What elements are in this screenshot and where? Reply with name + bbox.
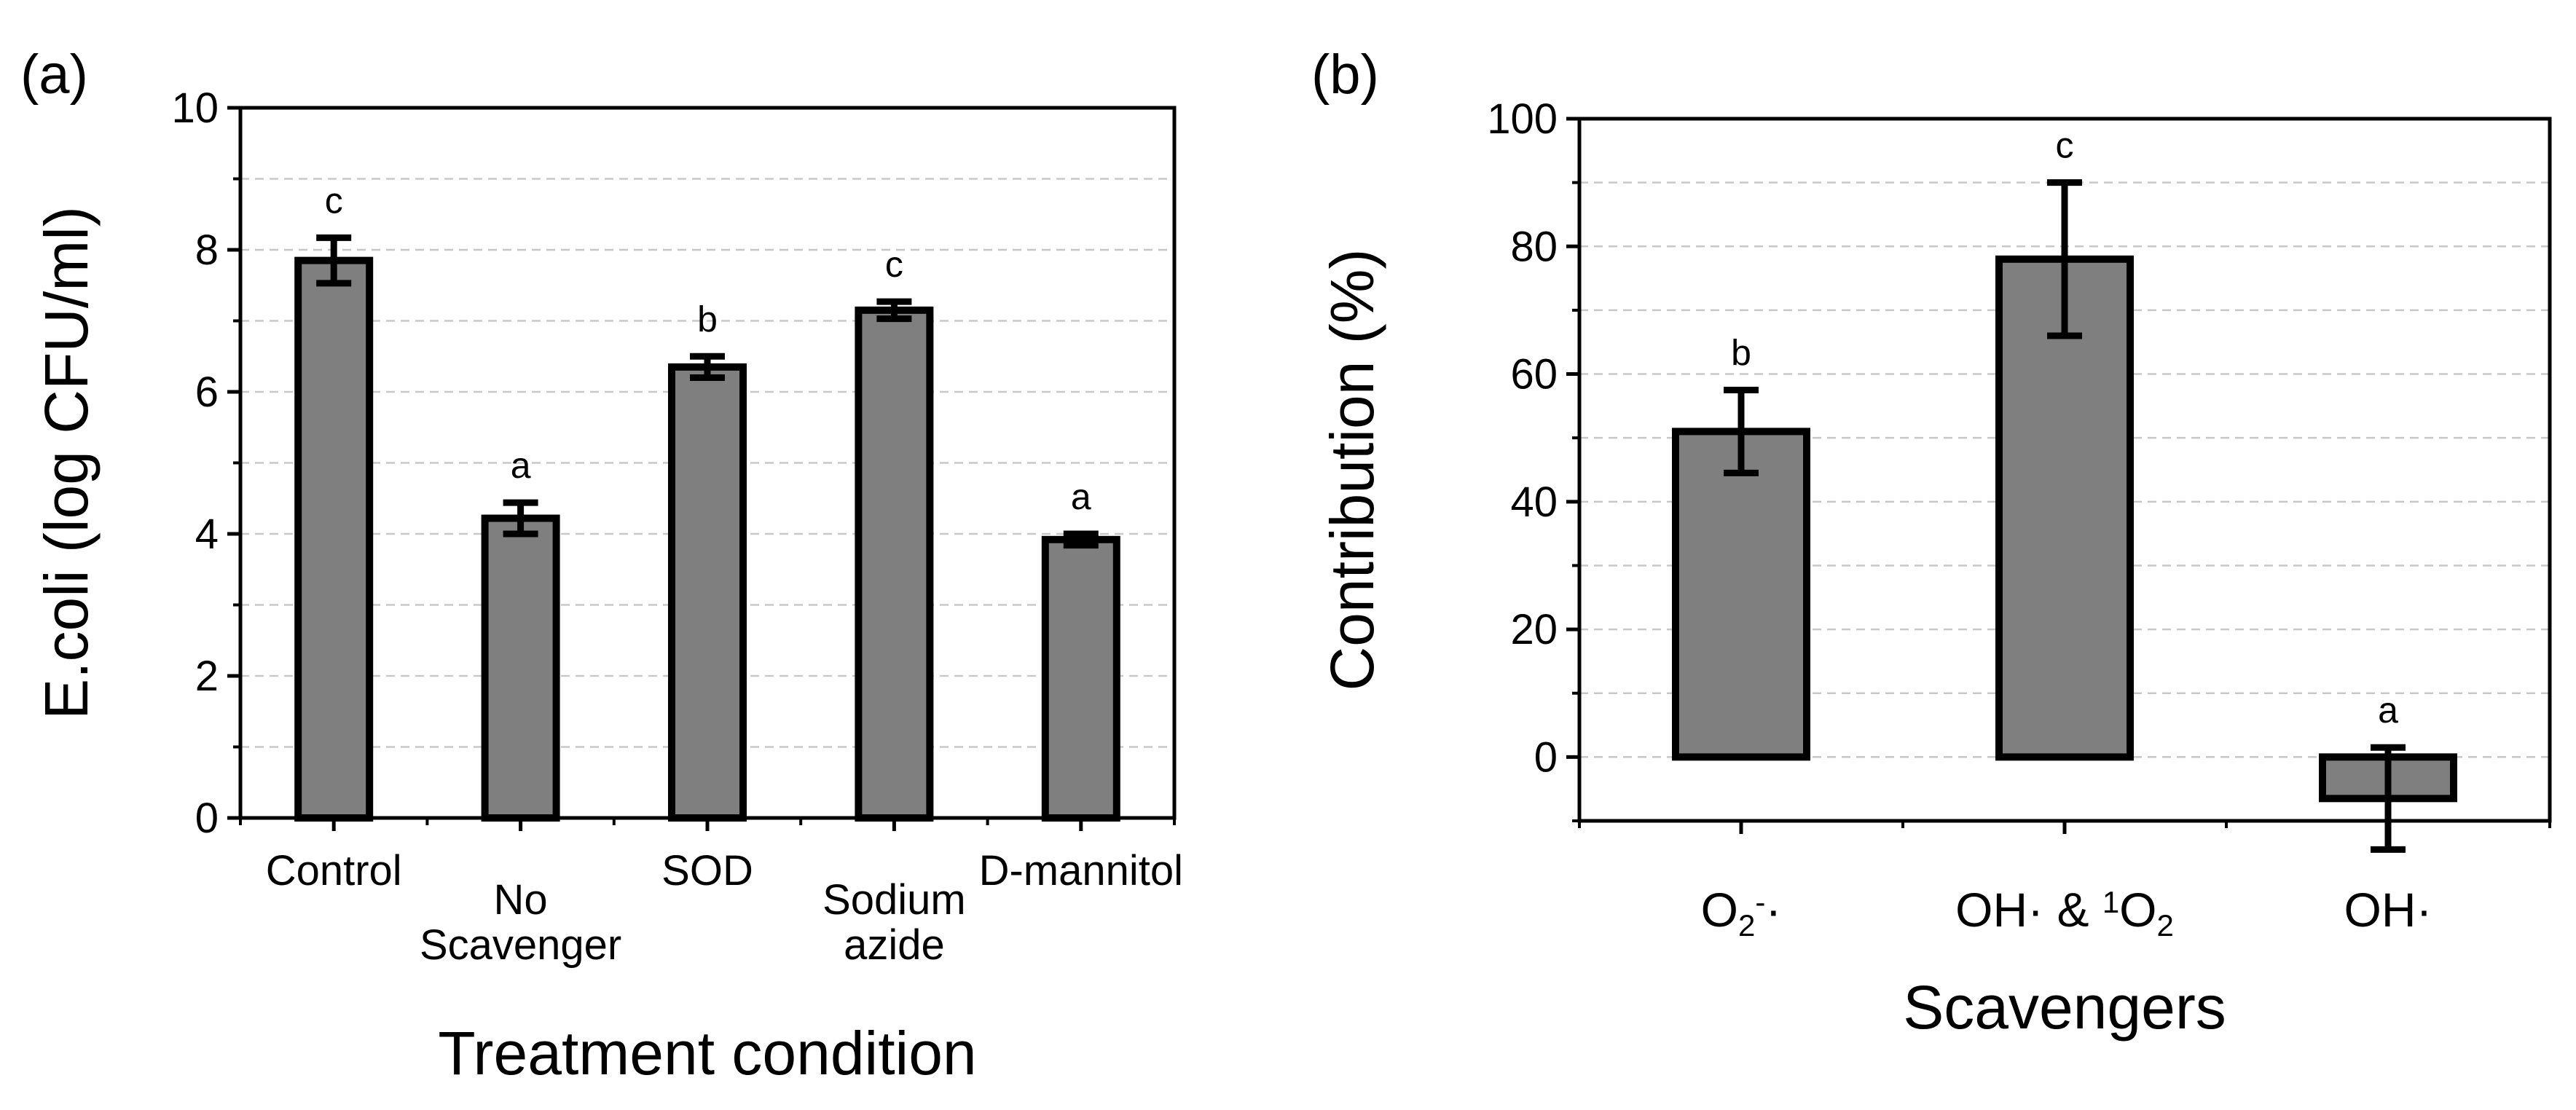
x-tick-label: OH· & 1O2 (1955, 883, 2174, 942)
bar (1672, 428, 1810, 761)
panel-b-chart: (b) b c a 0 20 40 60 80 100 O2-· OH· & 1O2 OH· Scave… (1311, 44, 2552, 1042)
x-tick-label: D-mannitol (979, 847, 1183, 894)
x-tick-label: azide (844, 921, 945, 969)
x-tick-label: Scavenger (420, 921, 621, 969)
y-tick-label: 60 (1510, 351, 1558, 398)
significance-label: b (697, 299, 718, 339)
y-tick-label: 0 (1534, 733, 1558, 781)
significance-label: a (2378, 690, 2398, 731)
significance-label: a (511, 445, 531, 486)
bar (294, 256, 374, 822)
bar (481, 514, 560, 822)
x-axis-title: Treatment condition (438, 1019, 976, 1087)
y-axis-title: E.coli (log CFU/ml) (32, 206, 101, 720)
y-tick-label: 100 (1487, 95, 1558, 143)
bar (855, 306, 934, 822)
y-tick-label: 20 (1510, 606, 1558, 653)
x-tick-label: OH· (2344, 883, 2432, 937)
y-tick-label: 8 (195, 227, 219, 274)
bar (1041, 535, 1120, 822)
panel-a-label: (a) (20, 44, 88, 106)
y-tick-label: 2 (195, 653, 219, 700)
y-tick-label: 4 (195, 511, 219, 558)
y-tick-label: 6 (195, 369, 219, 416)
x-tick-label: No (494, 876, 548, 924)
y-tick-label: 80 (1510, 223, 1558, 270)
y-tick-label: 10 (171, 84, 219, 132)
y-tick-label: 40 (1510, 479, 1558, 526)
x-tick-label: Sodium (822, 876, 966, 924)
bar (668, 363, 747, 822)
x-axis-title: Scavengers (1903, 973, 2226, 1042)
y-tick-label: 0 (195, 795, 219, 842)
significance-label: c (325, 180, 343, 221)
x-tick-label: O2-· (1701, 883, 1782, 942)
significance-label: c (885, 244, 903, 285)
x-tick-label: Control (266, 847, 402, 894)
significance-label: a (1071, 476, 1091, 517)
significance-label: b (1731, 332, 1751, 373)
x-tick-label: SOD (661, 847, 753, 894)
panel-b-label: (b) (1311, 44, 1379, 106)
y-axis-title: Contribution (%) (1318, 249, 1386, 691)
significance-label: c (2056, 125, 2074, 166)
